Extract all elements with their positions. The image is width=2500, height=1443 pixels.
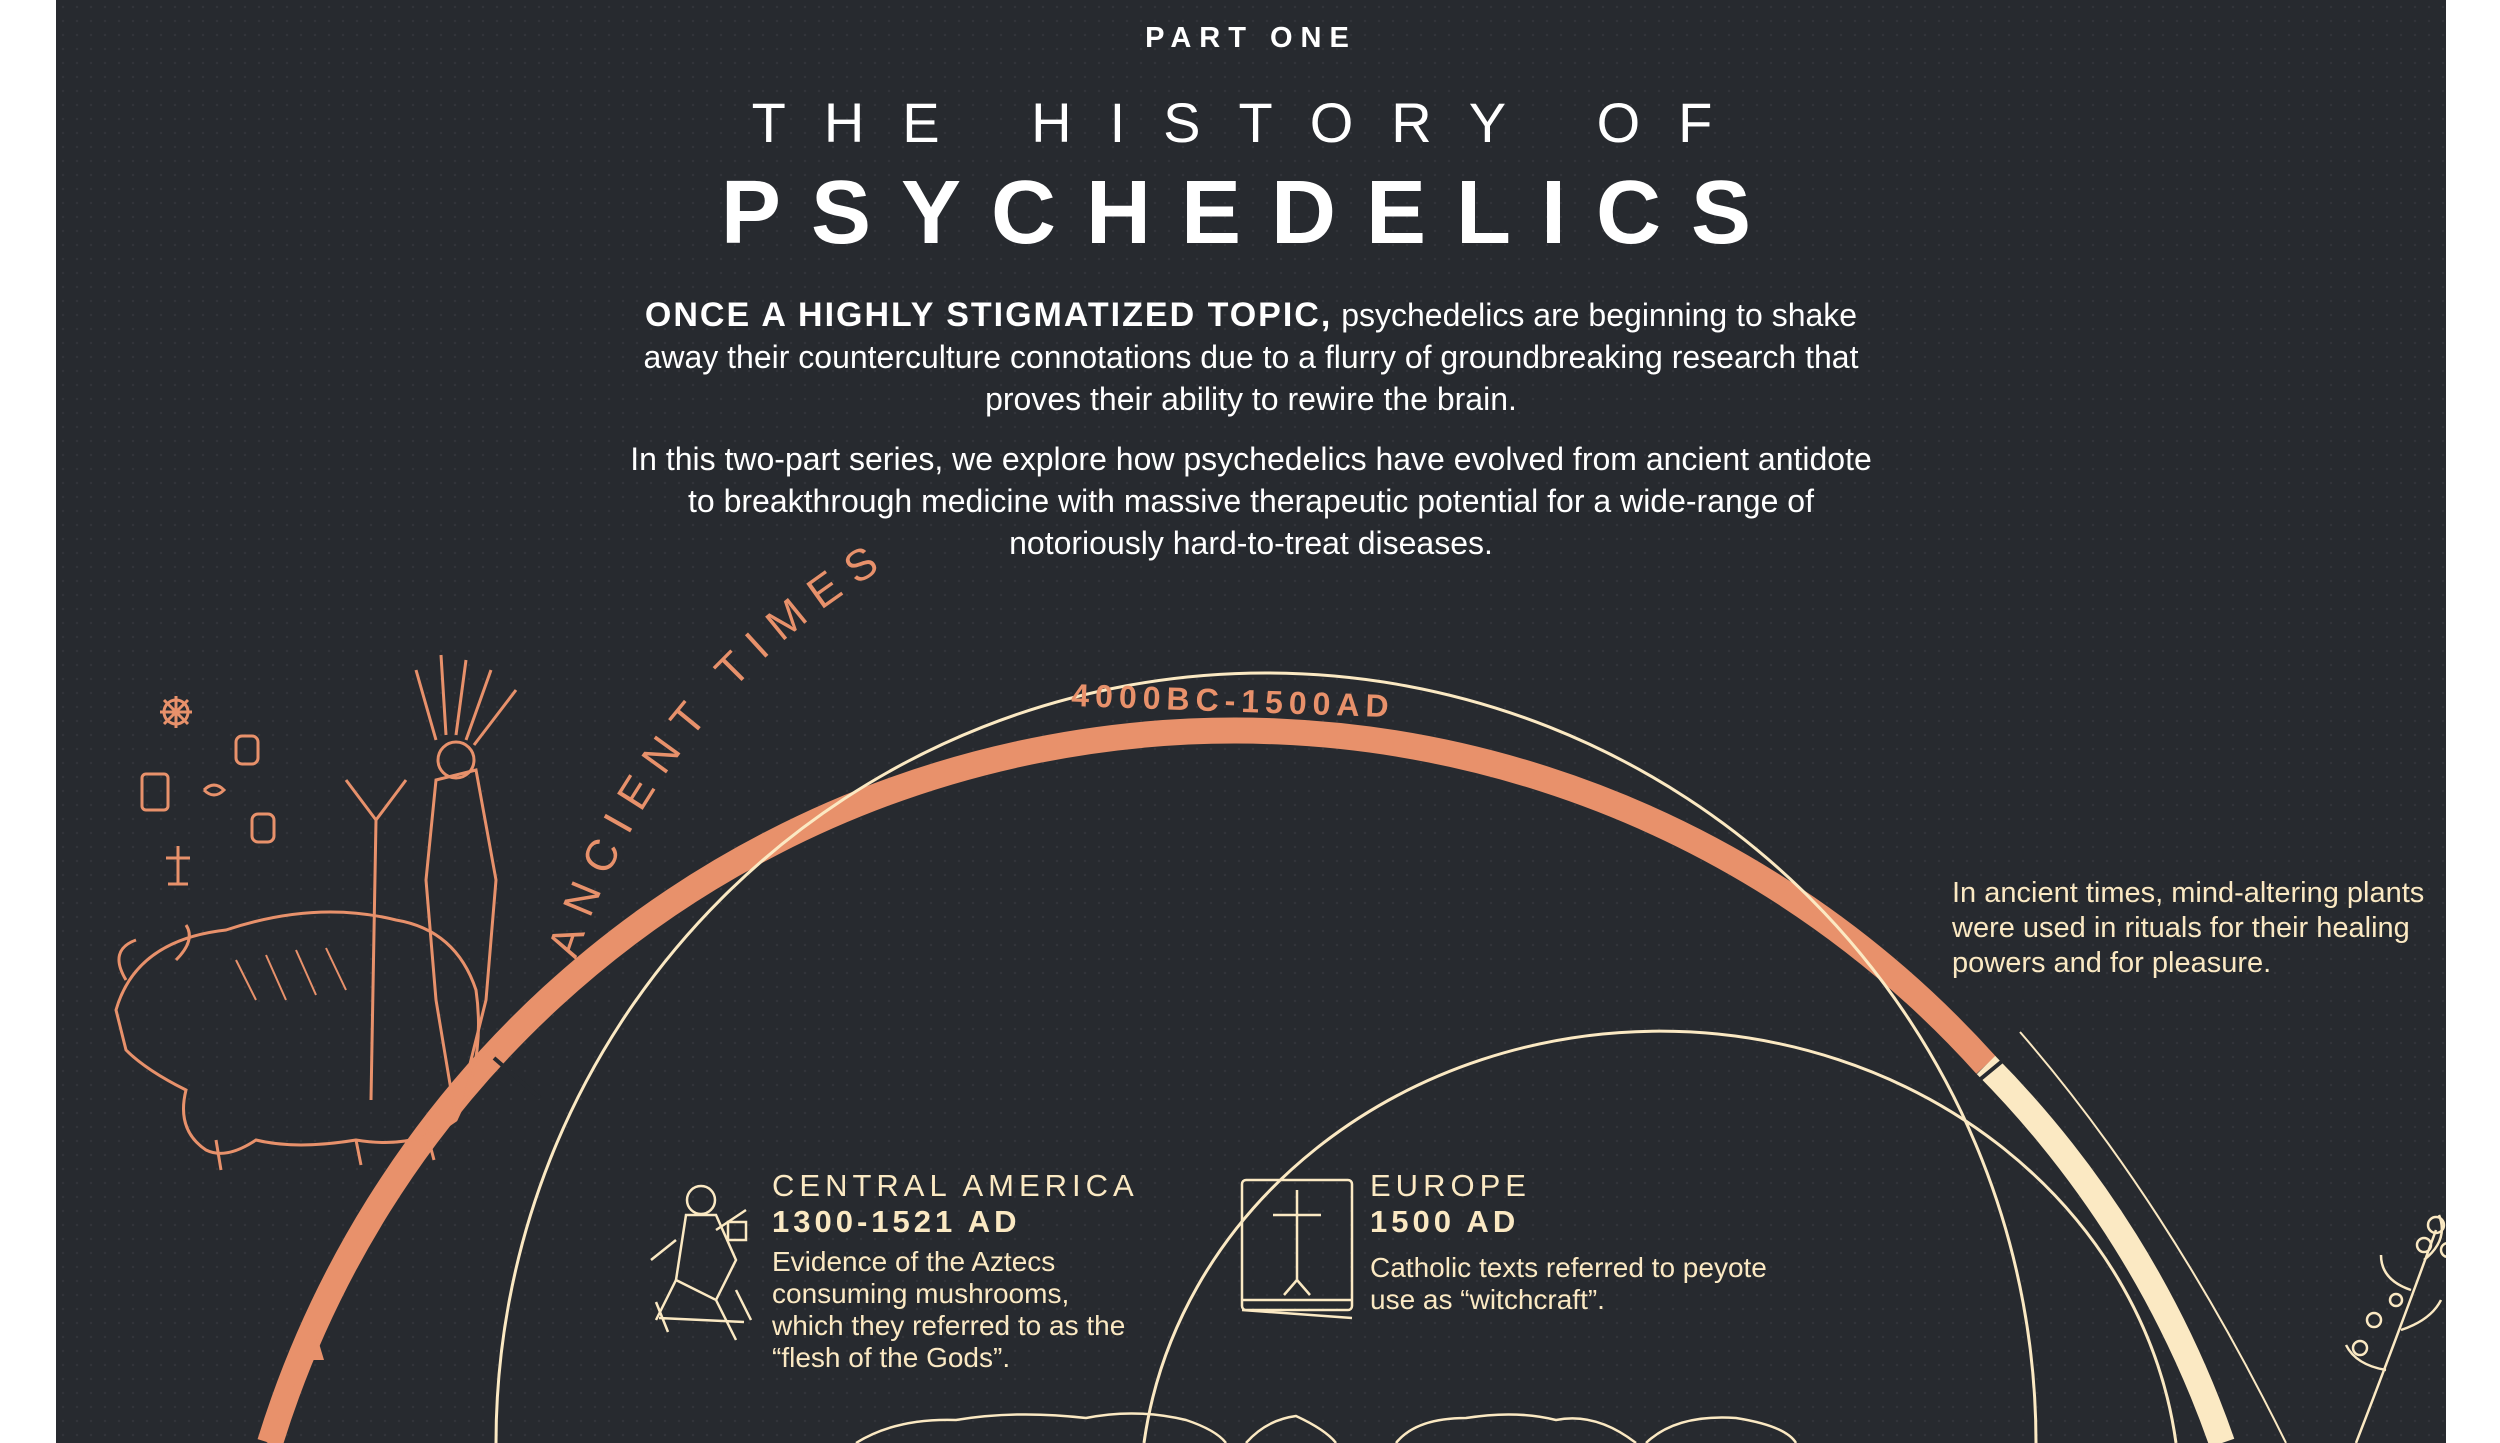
arrow-head xyxy=(308,1340,324,1360)
timeline-tick-left xyxy=(492,1056,542,1100)
timeline-arcs: ANCIENT TIMES 4000BC-1500AD xyxy=(114,529,2446,1443)
region-arc-europe xyxy=(1142,1029,2178,1443)
intro-paragraph-1-text: psychedelics are beginning to shake away… xyxy=(643,297,1859,417)
shaman-and-bison-illustration xyxy=(114,654,518,1171)
region-title-central-america: CENTRAL AMERICA xyxy=(772,1168,1139,1203)
region-date-europe: 1500 AD xyxy=(1370,1204,1520,1239)
region-date-central-america: 1300-1521 AD xyxy=(772,1204,1021,1239)
intro-paragraph-1: ONCE A HIGHLY STIGMATIZED TOPIC, psyched… xyxy=(616,294,1886,420)
era-dates: 4000BC-1500AD xyxy=(1071,677,1396,724)
title-line-2: PSYCHEDELICS xyxy=(720,163,1782,263)
ancient-times-note: In ancient times, mind-altering plants w… xyxy=(1952,877,2425,979)
era-label-path: ANCIENT TIMES xyxy=(539,529,885,963)
region-description-europe: Catholic texts referred to peyote use as… xyxy=(1370,1252,1767,1315)
infographic-poster: PART ONE THE HISTORY OF PSYCHEDELICS ONC… xyxy=(56,0,2446,1443)
region-title-europe: EUROPE xyxy=(1370,1168,1531,1203)
part-label: PART ONE xyxy=(1145,22,1357,54)
bible-cross-icon xyxy=(1240,1178,1354,1320)
era-label: ANCIENT TIMES xyxy=(539,529,899,963)
title-line-1: THE HISTORY OF xyxy=(751,91,1751,154)
aztec-codex-figure-icon xyxy=(650,1184,753,1341)
peyote-plant-illustration xyxy=(2344,1214,2446,1443)
intro-lead: ONCE A HIGHLY STIGMATIZED TOPIC, xyxy=(644,296,1333,334)
region-description-central-america: Evidence of the Aztecs consuming mushroo… xyxy=(772,1246,1126,1373)
region-arc-central-america xyxy=(494,671,2038,1443)
timeline-arc-later xyxy=(1976,1055,2235,1443)
note-pointer-line xyxy=(2019,1031,2287,1443)
ancient-symbols-icon xyxy=(140,696,276,886)
world-map-outline xyxy=(855,1412,1798,1443)
timeline-arc-ancient xyxy=(257,717,1996,1443)
timeline-tick-right xyxy=(1958,1056,2008,1098)
intro-paragraph-2: In this two-part series, we explore how … xyxy=(630,441,1872,561)
